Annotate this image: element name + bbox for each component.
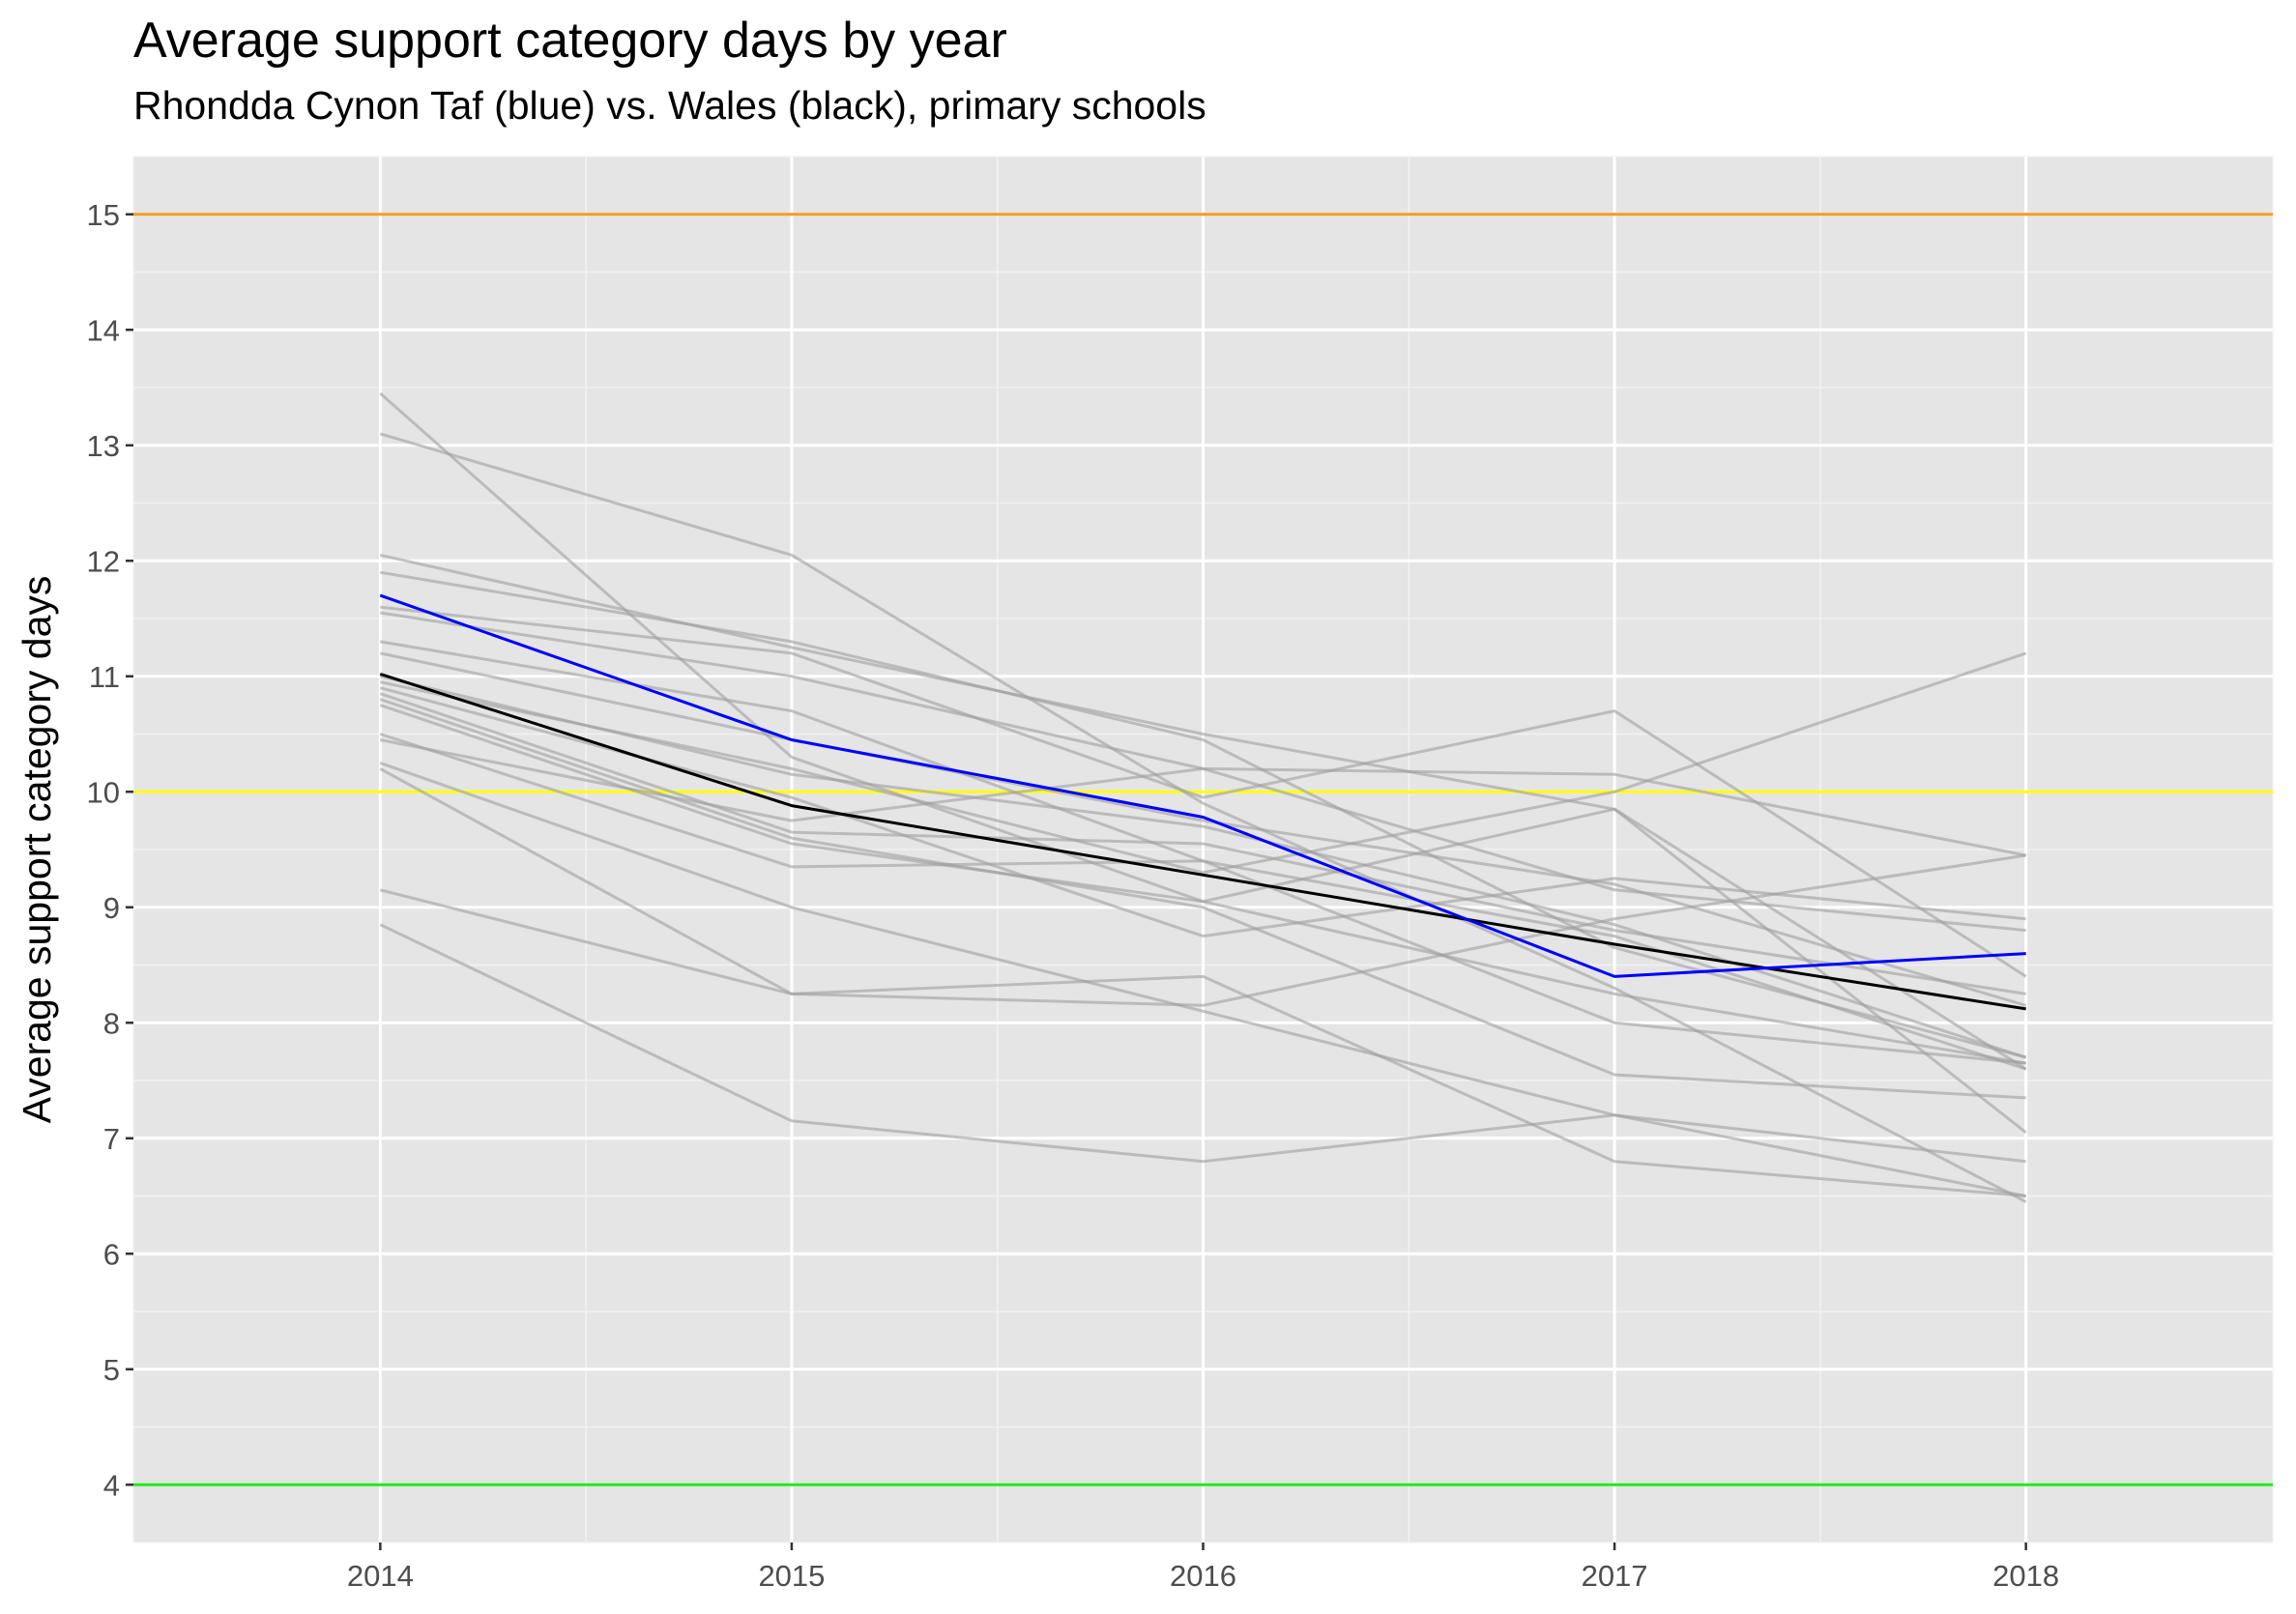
y-tick-label: 5 (103, 1353, 120, 1387)
chart-title: Average support category days by year (133, 13, 1007, 69)
background-series-line (379, 761, 2026, 1164)
background-series-line (380, 605, 2027, 978)
y-tick-label: 10 (87, 775, 120, 809)
y-tick-label: 13 (87, 429, 120, 463)
series-line (379, 672, 2026, 1011)
y-tick-label: 7 (103, 1122, 120, 1156)
y-axis: 4 5 6 7 8 9 10 11 12 13 14 15 (87, 198, 133, 1502)
background-series-line (379, 704, 2027, 1134)
x-axis: 2014 2015 2016 2017 2018 (347, 1542, 2059, 1593)
y-tick-label: 8 (103, 1006, 120, 1040)
reference-lines (133, 213, 2273, 1486)
y-tick-label: 4 (103, 1468, 120, 1502)
y-tick-label: 12 (87, 544, 120, 578)
background-series-line (380, 570, 2027, 1059)
y-tick-label: 11 (89, 660, 120, 694)
background-series-line (379, 651, 2027, 875)
background-series-line (379, 698, 2026, 1100)
x-tick-label: 2016 (1170, 1559, 1236, 1593)
x-tick-label: 2015 (758, 1559, 825, 1593)
y-tick-label: 9 (103, 891, 120, 925)
background-series-line (379, 733, 2027, 1071)
background-series-line (379, 553, 2027, 1071)
x-tick-label: 2018 (1992, 1559, 2059, 1593)
x-tick-label: 2017 (1582, 1559, 1648, 1593)
background-series-line (379, 767, 2026, 1197)
y-axis-title: Average support category days (15, 576, 59, 1124)
x-tick-label: 2014 (347, 1559, 414, 1593)
chart-subtitle: Rhondda Cynon Taf (blue) vs. Wales (blac… (133, 83, 1206, 128)
y-tick-label: 15 (87, 198, 120, 232)
y-tick-label: 6 (103, 1237, 120, 1271)
highlighted-series (379, 593, 2026, 1011)
background-series-line (379, 923, 2026, 1197)
background-series-line (379, 692, 2026, 995)
series-line (379, 593, 2026, 978)
y-tick-label: 14 (87, 313, 120, 347)
background-series-line (380, 738, 2026, 933)
background-series-line (379, 651, 2027, 1007)
background-series-line (379, 432, 2027, 1203)
background-series-line (379, 853, 2026, 1007)
